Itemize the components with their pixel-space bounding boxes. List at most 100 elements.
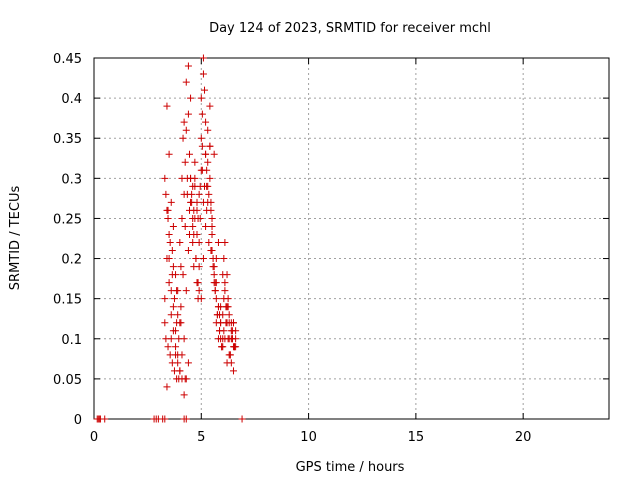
data-point xyxy=(197,94,205,102)
data-point xyxy=(206,102,214,110)
x-tick-label: 15 xyxy=(408,430,425,445)
data-point xyxy=(169,327,177,335)
data-point xyxy=(181,158,189,166)
data-point xyxy=(221,279,229,287)
data-point xyxy=(204,182,212,190)
data-point xyxy=(195,287,203,295)
y-tick-label: 0.2 xyxy=(61,253,82,268)
data-point xyxy=(164,343,172,351)
data-points xyxy=(93,54,246,423)
data-point xyxy=(205,239,213,247)
data-point xyxy=(199,255,207,263)
data-point xyxy=(216,311,224,319)
data-point xyxy=(168,271,176,279)
data-point xyxy=(192,255,200,263)
data-point xyxy=(206,174,214,182)
y-axis-label: SRMTID / TECUs xyxy=(8,186,23,291)
data-point xyxy=(176,367,184,375)
data-point xyxy=(210,271,218,279)
data-point xyxy=(203,166,211,174)
data-point xyxy=(181,222,189,230)
y-tick-label: 0.35 xyxy=(53,132,82,147)
data-point xyxy=(195,239,203,247)
y-tick-label: 0.3 xyxy=(61,172,82,187)
data-point xyxy=(199,54,207,62)
data-point xyxy=(163,255,171,263)
data-point xyxy=(202,222,210,230)
data-point xyxy=(197,295,205,303)
data-point xyxy=(184,62,192,70)
data-point xyxy=(220,327,228,335)
data-point xyxy=(185,230,193,238)
data-point xyxy=(162,190,170,198)
data-point xyxy=(169,222,177,230)
data-point xyxy=(189,182,197,190)
data-point xyxy=(165,279,173,287)
data-point xyxy=(221,287,229,295)
data-point xyxy=(167,311,175,319)
data-point xyxy=(212,255,220,263)
data-point xyxy=(161,415,169,423)
data-point xyxy=(182,415,190,423)
data-point xyxy=(190,206,198,214)
data-point xyxy=(205,190,213,198)
x-tick-label: 5 xyxy=(197,430,205,445)
data-point xyxy=(164,214,172,222)
data-point xyxy=(198,110,206,118)
data-point xyxy=(165,230,173,238)
data-point xyxy=(179,134,187,142)
data-point xyxy=(169,303,177,311)
grid-lines xyxy=(94,58,609,419)
data-point xyxy=(225,351,233,359)
data-point xyxy=(184,110,192,118)
y-tick-label: 0.1 xyxy=(61,333,82,348)
data-point xyxy=(202,118,210,126)
data-point xyxy=(221,335,229,343)
plot-frame xyxy=(93,57,610,420)
data-point xyxy=(182,78,190,86)
data-point xyxy=(177,319,185,327)
data-point xyxy=(161,319,169,327)
data-point xyxy=(172,351,180,359)
data-point xyxy=(185,150,193,158)
data-point xyxy=(161,295,169,303)
data-point xyxy=(180,391,188,399)
data-point xyxy=(168,247,176,255)
data-point xyxy=(217,303,225,311)
data-point xyxy=(204,126,212,134)
data-point xyxy=(165,150,173,158)
data-point xyxy=(197,134,205,142)
data-point xyxy=(170,295,178,303)
data-point xyxy=(187,198,195,206)
data-point xyxy=(208,230,216,238)
data-point xyxy=(195,190,203,198)
data-point xyxy=(228,335,236,343)
data-point xyxy=(177,303,185,311)
data-point xyxy=(180,118,188,126)
data-point xyxy=(211,287,219,295)
data-point xyxy=(214,239,222,247)
data-point xyxy=(174,311,182,319)
data-point xyxy=(177,263,185,271)
data-point xyxy=(167,198,175,206)
y-tick-label: 0 xyxy=(74,413,82,428)
data-point xyxy=(180,335,188,343)
data-point xyxy=(163,102,171,110)
data-point xyxy=(199,70,207,78)
data-point xyxy=(211,279,219,287)
data-point xyxy=(220,295,228,303)
x-tick-label: 10 xyxy=(300,430,317,445)
x-axis-label: GPS time / hours xyxy=(296,460,405,475)
data-point xyxy=(164,206,172,214)
axis-ticks: 0 5 10 15 20 0 0.05 0.1 0.15 0.2 0.25 0.3 0.35 0.4 0.4… xyxy=(53,52,609,445)
y-tick-label: 0.25 xyxy=(53,212,82,227)
y-tick-label: 0.15 xyxy=(53,293,82,308)
data-point xyxy=(203,206,211,214)
data-point xyxy=(181,375,189,383)
data-point xyxy=(191,158,199,166)
data-point xyxy=(195,263,203,271)
data-point xyxy=(210,263,218,271)
data-point xyxy=(187,94,195,102)
y-tick-label: 0.4 xyxy=(61,92,82,107)
data-point xyxy=(172,343,180,351)
